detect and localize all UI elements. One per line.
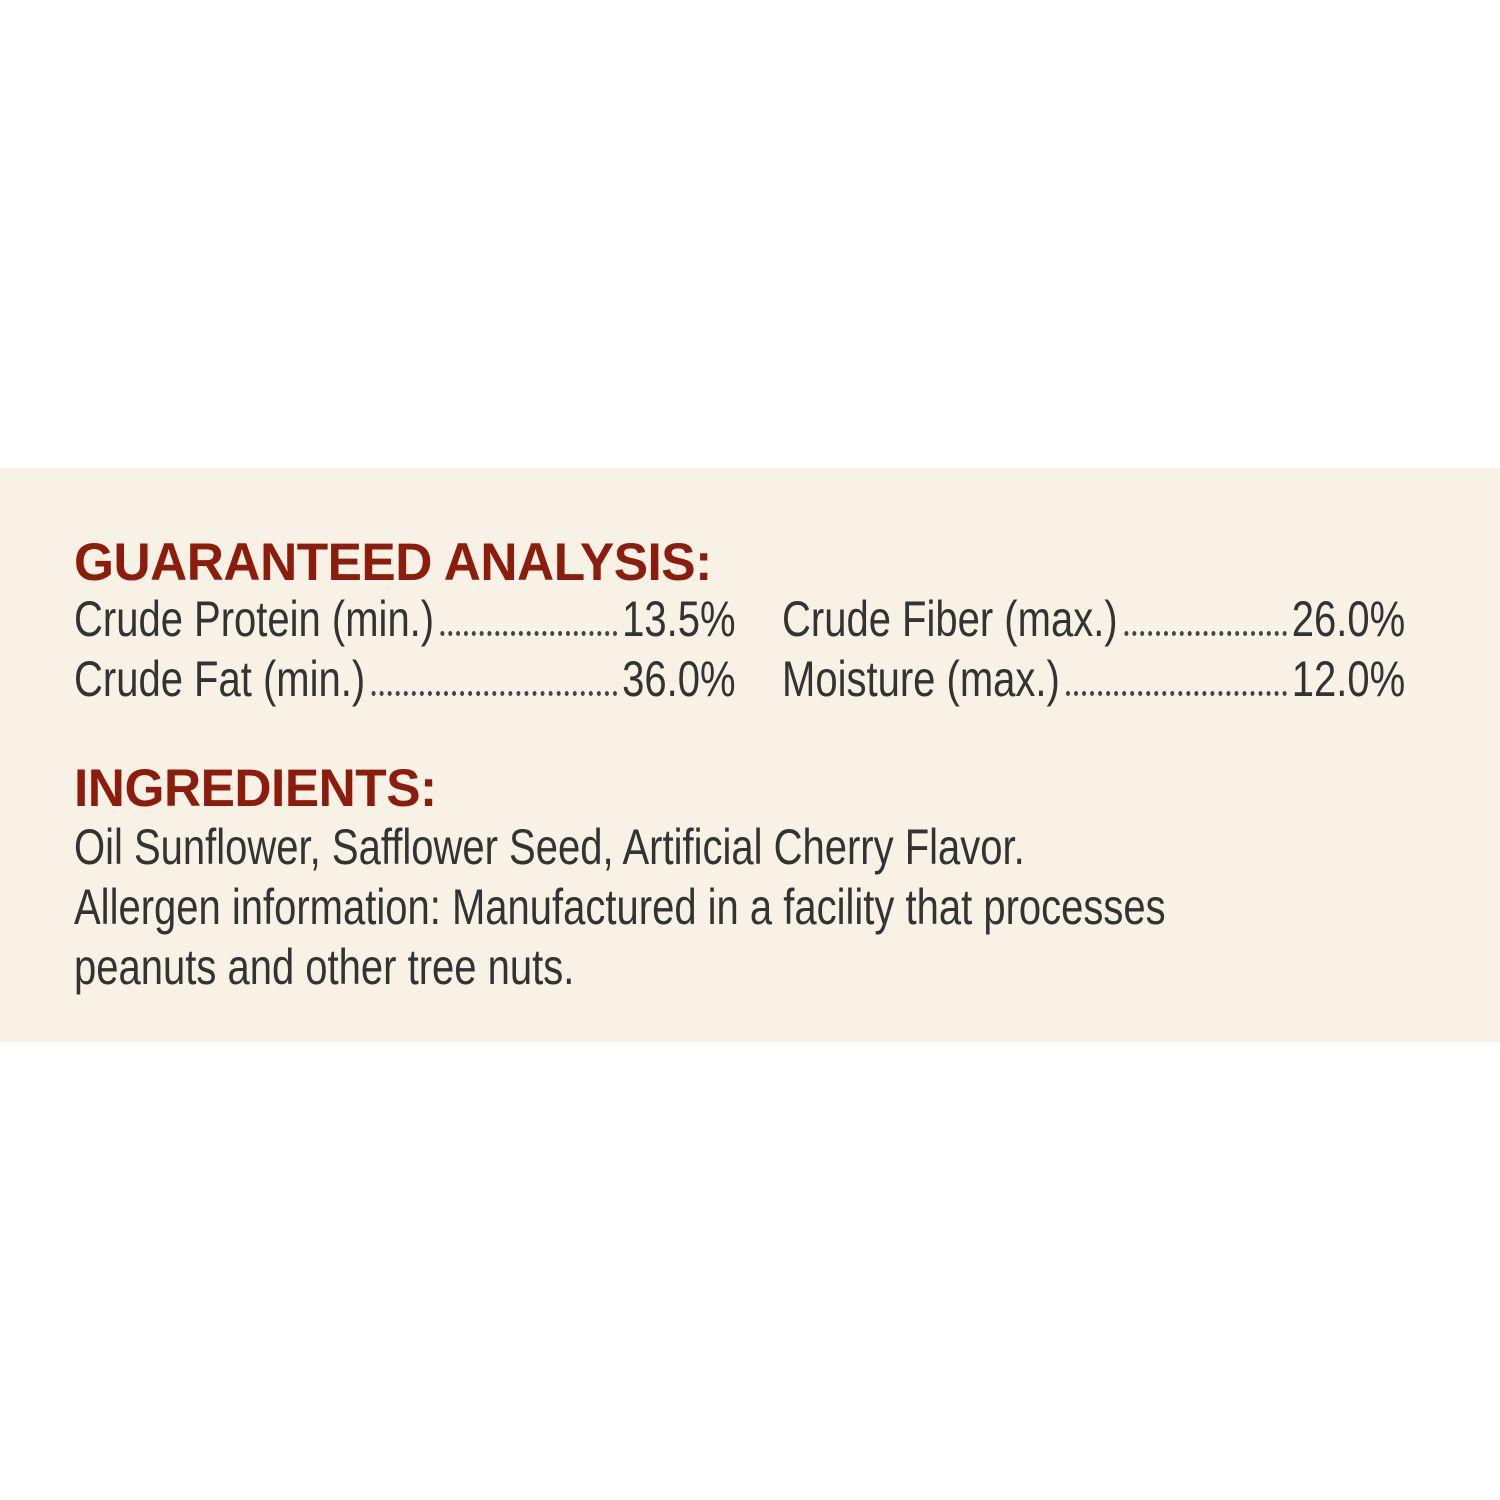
analysis-label: Moisture (max.) [782, 651, 1060, 707]
analysis-item-fiber: Crude Fiber (max.) 26.0% [782, 590, 1405, 648]
analysis-item-moisture: Moisture (max.) 12.0% [782, 650, 1405, 708]
ingredients-line: Oil Sunflower, Safflower Seed, Artificia… [74, 819, 1025, 875]
analysis-item-fat: Crude Fat (min.) 36.0% [74, 650, 736, 708]
dot-leader [1066, 691, 1287, 696]
guaranteed-analysis-heading: GUARANTEED ANALYSIS: [74, 533, 712, 592]
analysis-value: 13.5% [622, 591, 736, 647]
allergen-line: peanuts and other tree nuts. [74, 939, 575, 995]
ingredients-heading: INGREDIENTS: [74, 759, 437, 818]
analysis-value: 36.0% [622, 651, 736, 707]
analysis-item-protein: Crude Protein (min.) 13.5% [74, 590, 736, 648]
analysis-value: 12.0% [1291, 651, 1406, 707]
analysis-label: Crude Protein (min.) [74, 591, 435, 647]
dot-leader [1124, 631, 1287, 636]
analysis-label: Crude Fiber (max.) [782, 591, 1118, 647]
allergen-line: Allergen information: Manufactured in a … [74, 879, 1166, 935]
dot-leader [440, 631, 618, 636]
analysis-value: 26.0% [1291, 591, 1406, 647]
analysis-label: Crude Fat (min.) [74, 651, 366, 707]
label-panel [0, 468, 1500, 1042]
dot-leader [371, 691, 618, 696]
